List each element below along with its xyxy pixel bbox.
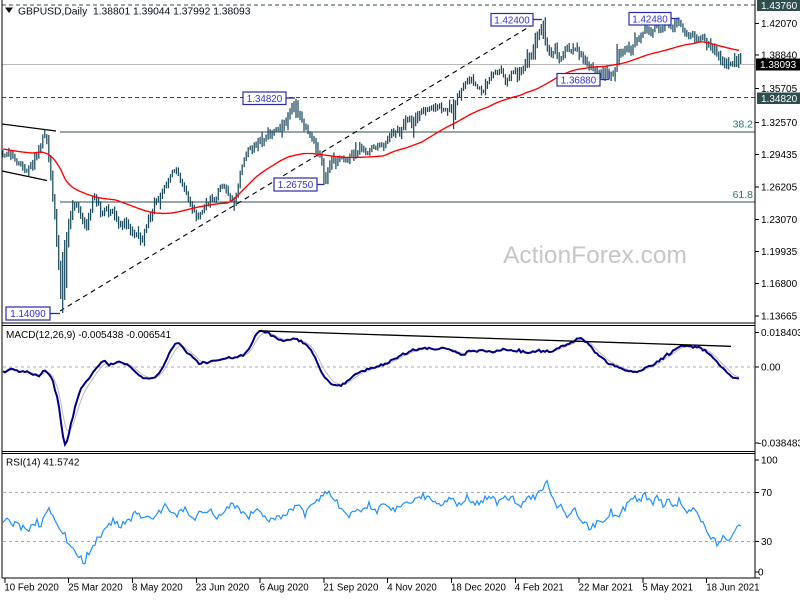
svg-text:1.23070: 1.23070 — [761, 215, 798, 226]
svg-text:30: 30 — [761, 537, 773, 548]
svg-text:6 Aug 2020: 6 Aug 2020 — [260, 583, 310, 594]
svg-text:22 Mar 2021: 22 Mar 2021 — [579, 583, 633, 594]
svg-text:21 Sep 2020: 21 Sep 2020 — [323, 583, 379, 594]
svg-text:1.36880: 1.36880 — [561, 75, 597, 86]
svg-text:100: 100 — [761, 456, 778, 467]
svg-text:1.35705: 1.35705 — [761, 84, 798, 95]
svg-text:70: 70 — [761, 488, 773, 499]
svg-text:61.8: 61.8 — [733, 189, 754, 201]
svg-text:0.018403: 0.018403 — [761, 328, 800, 339]
svg-text:-0.038483: -0.038483 — [758, 439, 800, 450]
svg-text:18 Dec 2020: 18 Dec 2020 — [451, 583, 507, 594]
svg-text:1.34820: 1.34820 — [247, 94, 283, 105]
svg-text:38.2: 38.2 — [733, 119, 754, 131]
svg-text:1.42400: 1.42400 — [494, 15, 530, 26]
svg-text:GBPUSD,Daily 1.38801 1.39044: GBPUSD,Daily 1.38801 1.39044 1.37992 1.3… — [18, 7, 251, 18]
svg-text:1.16800: 1.16800 — [761, 279, 798, 290]
svg-text:1.34820: 1.34820 — [761, 94, 798, 105]
svg-text:8 May 2020: 8 May 2020 — [132, 583, 183, 594]
svg-text:1.42480: 1.42480 — [632, 14, 668, 25]
svg-text:23 Jun 2020: 23 Jun 2020 — [196, 583, 250, 594]
svg-text:18 Jun 2021: 18 Jun 2021 — [706, 583, 759, 594]
svg-text:5 May 2021: 5 May 2021 — [642, 583, 693, 594]
svg-text:1.43760: 1.43760 — [761, 1, 798, 12]
svg-text:1.13665: 1.13665 — [761, 312, 798, 323]
svg-text:10 Feb 2020: 10 Feb 2020 — [4, 583, 59, 594]
svg-text:4 Nov 2020: 4 Nov 2020 — [387, 583, 437, 594]
svg-text:0: 0 — [758, 568, 764, 579]
svg-text:ActionForex.com: ActionForex.com — [503, 242, 687, 269]
svg-text:1.29435: 1.29435 — [761, 150, 798, 161]
svg-text:RSI(14) 41.5742: RSI(14) 41.5742 — [6, 458, 80, 469]
svg-text:0.00: 0.00 — [761, 363, 781, 374]
svg-text:1.26750: 1.26750 — [278, 180, 314, 191]
svg-text:4 Feb 2021: 4 Feb 2021 — [515, 583, 564, 594]
svg-text:MACD(12,26,9) -0.005438 -0.006: MACD(12,26,9) -0.005438 -0.006541 — [6, 330, 172, 341]
svg-text:25 Mar 2020: 25 Mar 2020 — [68, 583, 123, 594]
svg-text:1.26205: 1.26205 — [761, 183, 798, 194]
svg-text:1.32570: 1.32570 — [761, 118, 798, 129]
svg-text:1.38093: 1.38093 — [760, 60, 797, 71]
svg-text:1.19935: 1.19935 — [761, 247, 798, 258]
svg-text:1.42070: 1.42070 — [761, 19, 798, 30]
svg-text:1.38840: 1.38840 — [761, 51, 798, 62]
svg-text:1.14090: 1.14090 — [10, 309, 46, 320]
